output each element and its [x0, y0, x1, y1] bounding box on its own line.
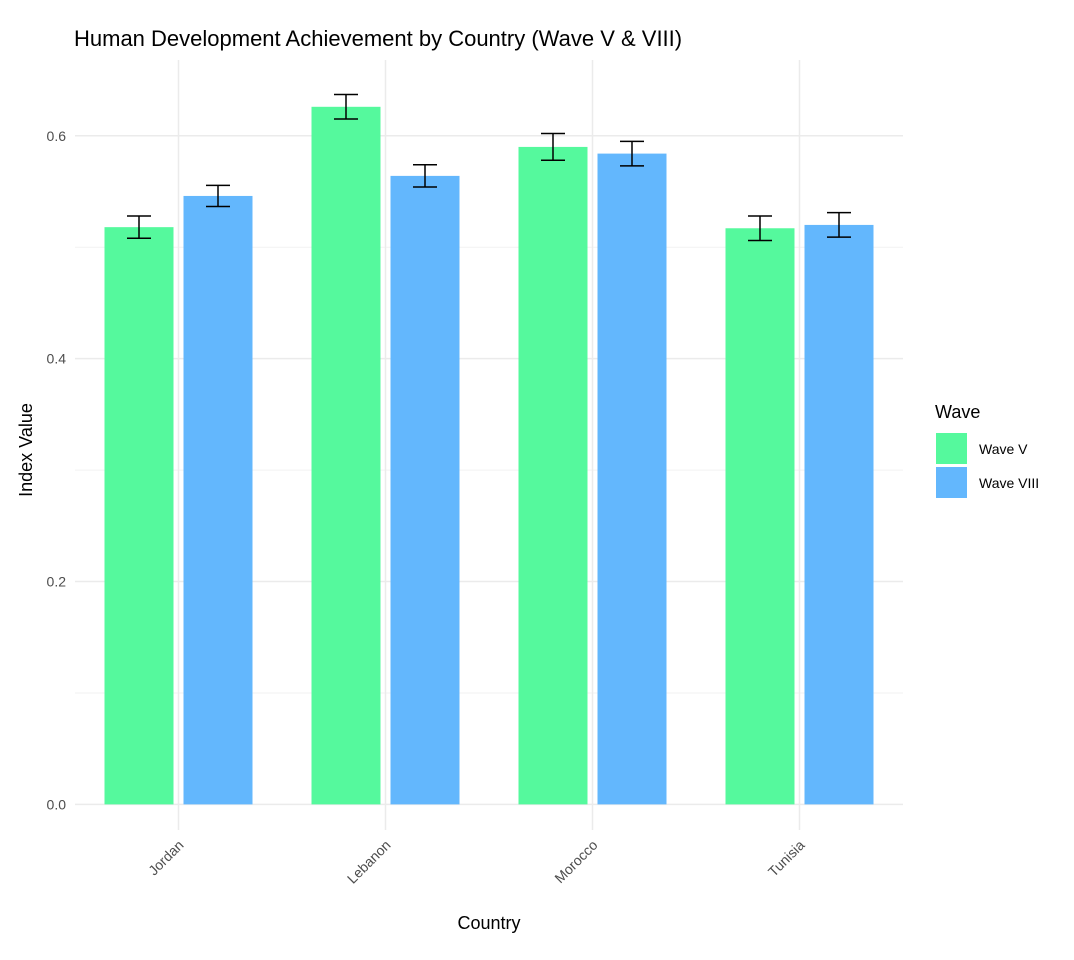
- legend-swatch: [936, 467, 967, 498]
- y-tick-label: 0.4: [47, 351, 67, 367]
- y-axis-ticks: 0.0 0.2 0.4 0.6: [47, 128, 67, 813]
- y-tick-label: 0.2: [47, 574, 67, 590]
- error-bar: [206, 184, 230, 208]
- chart-title: Human Development Achievement by Country…: [74, 26, 682, 51]
- error-bar: [541, 132, 565, 162]
- y-tick-label: 0.0: [47, 796, 67, 812]
- error-bar: [748, 215, 772, 242]
- bar-lebanon-wave-viii: [390, 175, 460, 805]
- legend-label: Wave V: [979, 441, 1028, 457]
- x-tick-label: Tunisia: [765, 837, 808, 880]
- x-tick-label: Jordan: [145, 837, 187, 879]
- bar-jordan-wave-v: [104, 227, 174, 805]
- y-tick-label: 0.6: [47, 128, 67, 144]
- legend: Wave Wave V Wave VIII: [935, 402, 1039, 498]
- error-bar: [413, 163, 437, 188]
- legend-label: Wave VIII: [979, 475, 1039, 491]
- bar-jordan-wave-viii: [183, 195, 253, 805]
- x-tick-label: Lebanon: [344, 837, 394, 887]
- error-bar: [334, 93, 358, 120]
- error-bars: [127, 93, 851, 242]
- bars: [104, 106, 874, 805]
- bar-tunisia-wave-viii: [804, 224, 874, 805]
- bar-tunisia-wave-v: [725, 228, 795, 805]
- x-tick-label: Morocco: [551, 837, 600, 886]
- x-axis-ticks: Jordan Lebanon Morocco Tunisia: [145, 837, 808, 887]
- legend-swatch: [936, 433, 967, 464]
- bar-morocco-wave-v: [518, 146, 588, 805]
- error-bar: [620, 140, 644, 167]
- bar-lebanon-wave-v: [311, 106, 381, 805]
- y-axis-label: Index Value: [16, 403, 36, 497]
- error-bar: [827, 211, 851, 238]
- legend-title: Wave: [935, 402, 980, 422]
- x-axis-label: Country: [457, 913, 520, 933]
- bar-morocco-wave-viii: [597, 153, 667, 805]
- error-bar: [127, 215, 151, 240]
